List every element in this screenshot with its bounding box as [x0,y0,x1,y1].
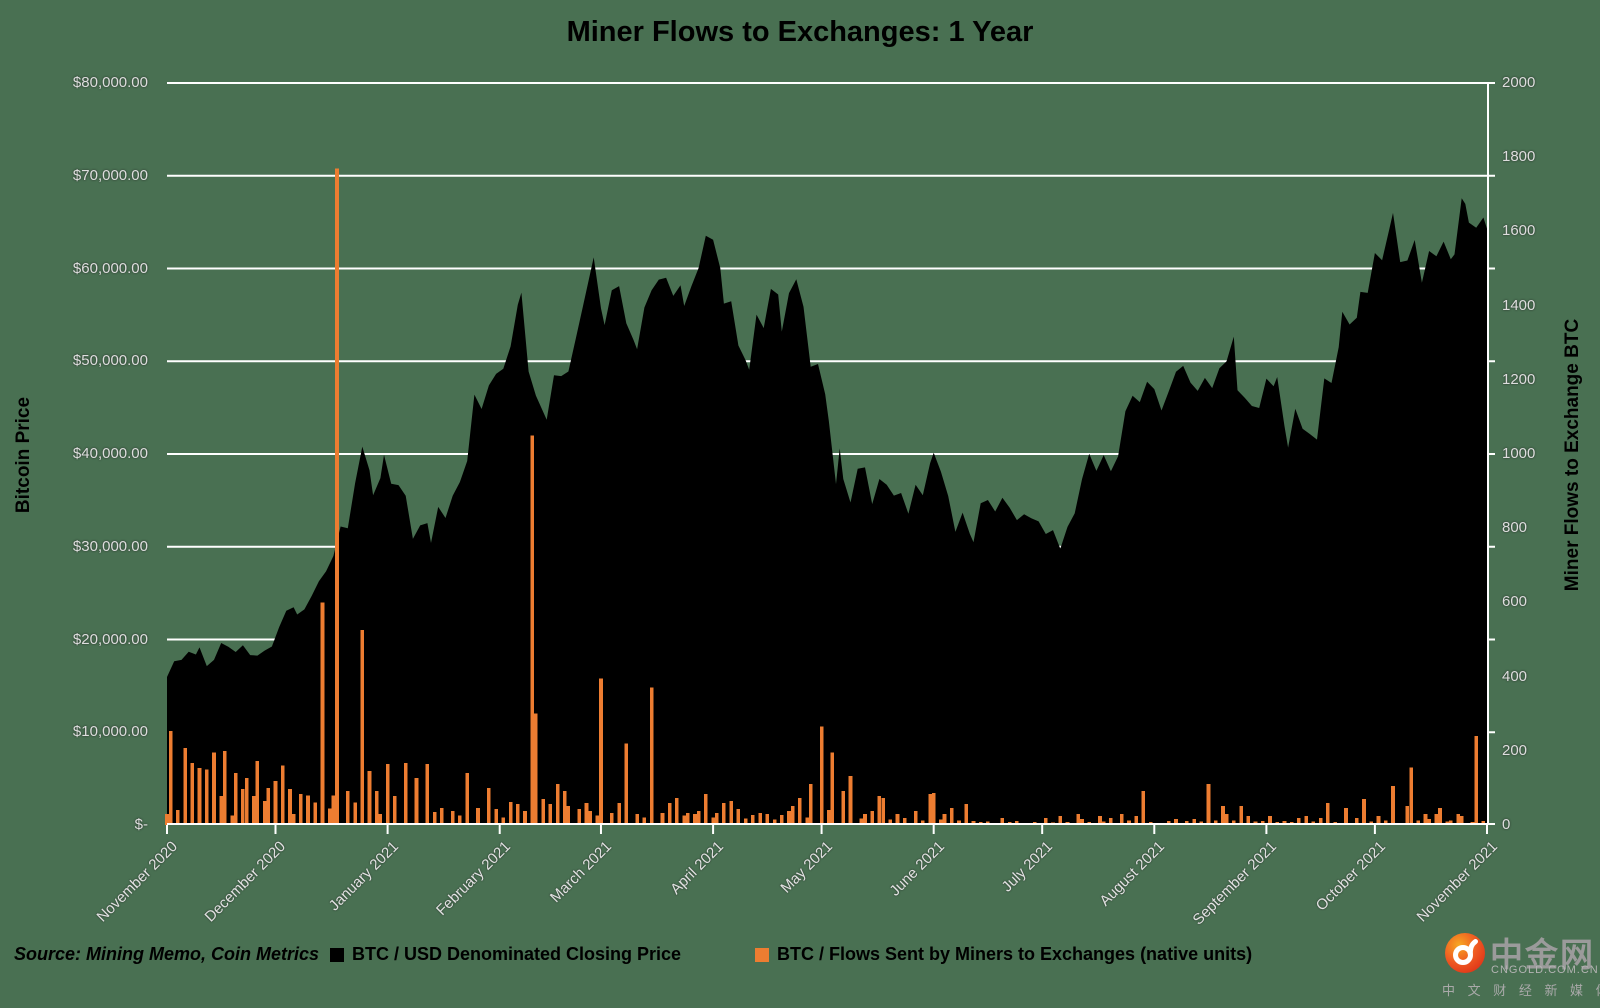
left-axis-tick-label: $10,000.00 [72,723,148,741]
legend-label-price: BTC / USD Denominated Closing Price [352,944,682,964]
source-note: Source: Mining Memo, Coin Metrics [14,944,320,964]
left-axis-tick-label: $70,000.00 [72,166,148,184]
price-area-series [167,198,1487,826]
left-axis-tick-label: $40,000.00 [72,445,148,462]
watermark-logo: 中金网 CNGOLD.COM.CN 中 文 财 经 新 媒 体 [1438,928,1600,998]
brand-domain: CNGOLD.COM.CN [1491,964,1599,976]
right-axis-tick-label: 600 [1502,593,1528,611]
right-axis-tick-label: 1400 [1502,296,1536,314]
left-axis-tick-label: $20,000.00 [72,630,148,648]
right-axis-tick-label: 200 [1502,741,1528,759]
legend-swatch-flows [755,948,769,962]
left-axis-tick-label: $80,000.00 [72,74,148,91]
left-axis-tick-label: $30,000.00 [72,537,148,555]
miner-flow-bars [165,168,1486,826]
chart-footer: Source: Mining Memo, Coin Metrics BTC / … [0,940,1600,980]
brand-name: 中金网 [1490,936,1595,973]
chart-title: Miner Flows to Exchanges: 1 Year [566,16,1034,48]
left-axis-tick-label: $50,000.00 [72,352,148,370]
chart-plot-area [165,82,1495,834]
right-axis-tick-label: 400 [1502,667,1528,685]
left-axis-tick-label: $- [134,816,148,833]
left-axis-tick-label: $60,000.00 [72,259,148,277]
right-axis-tick-label: 0 [1502,816,1511,833]
right-axis-tick-label: 1800 [1502,148,1536,166]
right-axis-tick-label: 1600 [1502,222,1536,240]
right-axis-tick-label: 1000 [1502,445,1536,462]
brand-tagline: 中 文 财 经 新 媒 体 [1442,983,1600,998]
legend-label-flows: BTC / Flows Sent by Miners to Exchanges … [777,944,1253,964]
cngold-logo-icon [1444,932,1486,974]
right-axis-tick-label: 800 [1502,519,1528,537]
right-axis-tick-label: 2000 [1502,74,1536,91]
legend-swatch-price [330,948,344,962]
right-axis-tick-label: 1200 [1502,370,1536,388]
